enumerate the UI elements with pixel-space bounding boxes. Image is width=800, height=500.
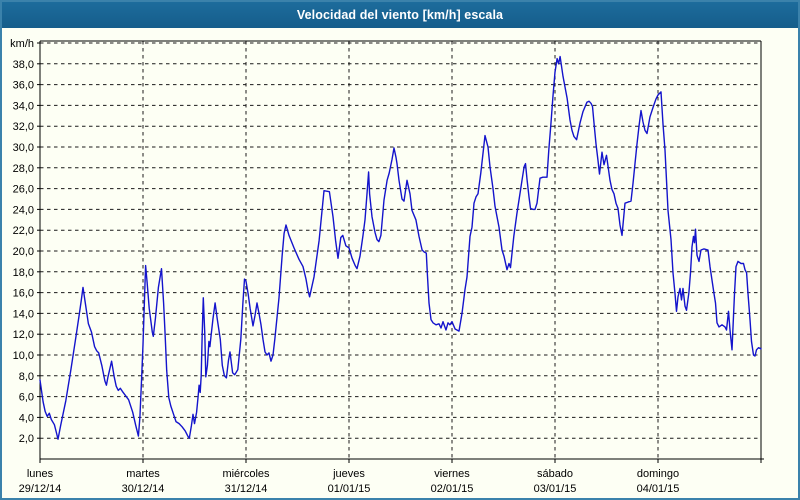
y-tick-label: 10,0	[13, 350, 34, 362]
y-tick-label: 20,0	[13, 246, 34, 258]
y-tick-label: 36,0	[13, 80, 34, 92]
x-day-label: viernes	[434, 468, 470, 480]
y-tick-label: 16,0	[13, 288, 34, 300]
x-day-label: domingo	[637, 468, 679, 480]
y-tick-label: 8,0	[19, 371, 34, 383]
x-date-label: 31/12/14	[225, 483, 268, 495]
y-tick-label: 2,0	[19, 433, 34, 445]
window-titlebar: Velocidad del viento [km/h] escala	[2, 2, 798, 28]
y-tick-label: 22,0	[13, 225, 34, 237]
y-tick-label: 38,0	[13, 59, 34, 71]
wind-speed-chart: 38,0 36,0 34,0 32,0 30,0 28,0 26,0 24,0 22,0 20,0…	[10, 38, 764, 495]
y-tick-label: 4,0	[19, 412, 34, 424]
x-day-label: lunes	[27, 468, 54, 480]
y-tick-label: 14,0	[13, 308, 34, 320]
x-date-label: 02/01/15	[431, 483, 474, 495]
y-tick-label: 18,0	[13, 267, 34, 279]
y-tick-label: 6,0	[19, 392, 34, 404]
x-date-label: 03/01/15	[534, 483, 577, 495]
x-day-label: martes	[126, 468, 160, 480]
chart-title: Velocidad del viento [km/h] escala	[296, 8, 504, 22]
y-tick-label: 34,0	[13, 100, 34, 112]
x-day-label: sábado	[537, 468, 573, 480]
y-tick-label: 32,0	[13, 121, 34, 133]
x-date-label: 30/12/14	[122, 483, 165, 495]
chart-area: 38,0 36,0 34,0 32,0 30,0 28,0 26,0 24,0 22,0 20,0…	[2, 28, 798, 498]
x-date-label: 29/12/14	[19, 483, 62, 495]
x-date-label: 01/01/15	[328, 483, 371, 495]
wind-speed-line	[39, 55, 762, 440]
y-tick-label: 28,0	[13, 163, 34, 175]
y-axis-unit-label: km/h	[10, 38, 34, 50]
y-tick-label: 12,0	[13, 329, 34, 341]
x-day-label: miércoles	[222, 468, 270, 480]
x-date-label: 04/01/15	[637, 483, 680, 495]
x-day-label: jueves	[332, 468, 365, 480]
y-tick-label: 30,0	[13, 142, 34, 154]
y-tick-label: 24,0	[13, 204, 34, 216]
y-tick-label: 26,0	[13, 184, 34, 196]
